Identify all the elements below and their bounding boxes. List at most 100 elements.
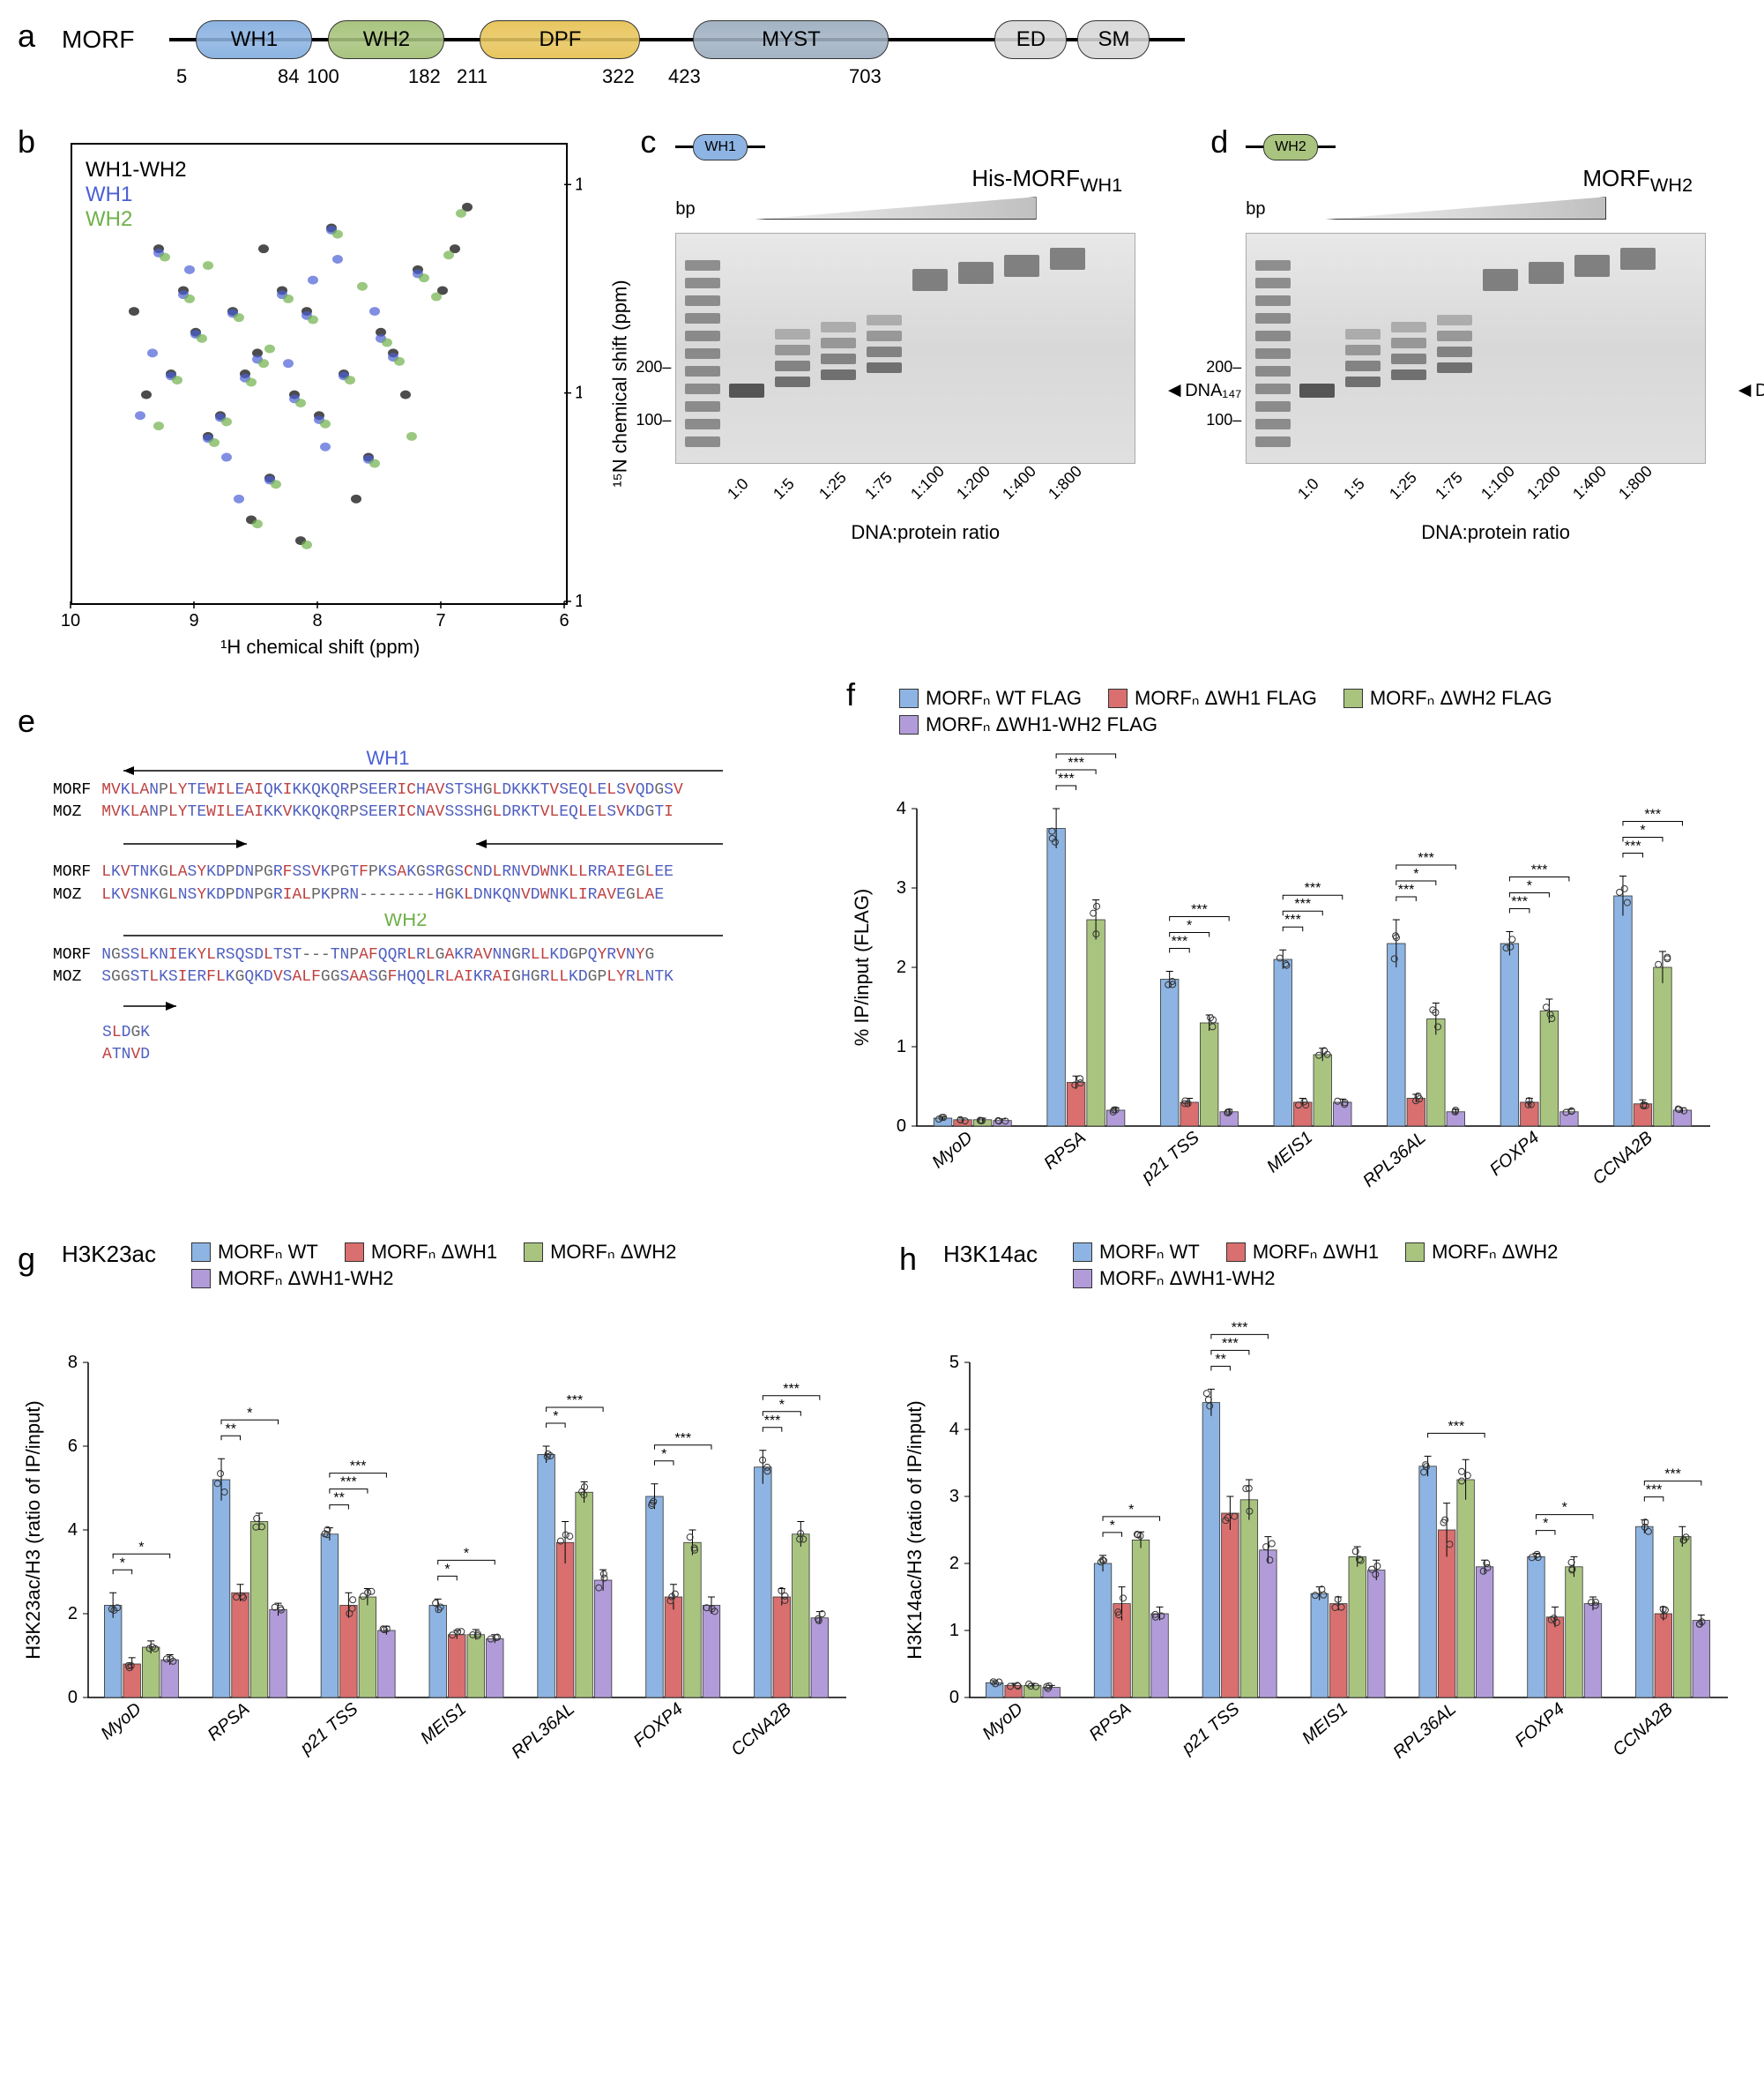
concentration-wedge-icon-d: [1322, 197, 1606, 220]
svg-text:***: ***: [1232, 1320, 1248, 1335]
svg-text:p21 TSS: p21 TSS: [296, 1699, 362, 1759]
svg-text:**: **: [1215, 1352, 1225, 1367]
svg-text:***: ***: [1191, 903, 1208, 918]
svg-text:***: ***: [764, 1414, 781, 1429]
nmr-points-svg: [72, 145, 566, 603]
svg-text:2: 2: [68, 1604, 78, 1623]
svg-text:RPL36AL: RPL36AL: [1359, 1128, 1430, 1191]
svg-text:*: *: [247, 1406, 252, 1421]
panel-g-chart: 02468H3K23ac/H3 (ratio of IP/input)MyoD*…: [18, 1301, 864, 1777]
panel-g-legend: MORFₙ WTMORFₙ ΔWH1MORFₙ ΔWH2MORFₙ ΔWH1-W…: [191, 1241, 738, 1294]
legend-item: MORFₙ WT: [191, 1241, 318, 1264]
panel-row-bcd: b WH1-WH2 WH1 WH2 109876110120130 ¹H che…: [18, 123, 1745, 659]
panel-g-title: H3K23ac: [62, 1241, 156, 1301]
species-moz: MOZ: [53, 802, 91, 824]
svg-text:0: 0: [949, 1688, 959, 1707]
species-moz-2: MOZ: [53, 884, 91, 906]
svg-text:*: *: [1413, 867, 1418, 882]
svg-text:*: *: [1187, 919, 1192, 934]
svg-text:0: 0: [897, 1116, 906, 1136]
svg-text:5: 5: [949, 1353, 959, 1372]
panel-h-label: h: [899, 1241, 917, 1278]
gel-c-ratios: 1:01:51:251:751:1001:2001:4001:800: [724, 464, 1175, 517]
svg-text:9: 9: [189, 611, 198, 630]
panel-f: f MORFₙ WT FLAGMORFₙ ΔWH1 FLAGMORFₙ ΔWH2…: [846, 676, 1745, 1205]
svg-text:110: 110: [575, 175, 582, 194]
legend-item: MORFₙ ΔWH1 FLAG: [1108, 687, 1317, 710]
legend-item: MORFₙ ΔWH1: [345, 1241, 497, 1264]
panel-e: e WH1 MORF MOZ MVKLANPLYTEWILEAIQKIKKQKQ…: [18, 703, 811, 1205]
concentration-wedge-icon: [753, 197, 1037, 220]
svg-text:*: *: [1128, 1503, 1134, 1518]
figure-container: a MORF WH1WH2DPFMYSTEDSM 584100182211322…: [18, 18, 1745, 1777]
svg-text:FOXP4: FOXP4: [630, 1699, 687, 1751]
svg-text:CCNA2B: CCNA2B: [1609, 1699, 1676, 1760]
chart-h-svg: 012345H3K14ac/H3 (ratio of IP/input)MyoD…: [899, 1301, 1745, 1777]
chart-g-svg: 02468H3K23ac/H3 (ratio of IP/input)MyoD*…: [18, 1301, 864, 1777]
svg-text:***: ***: [1625, 839, 1641, 854]
gel-image-c: [675, 233, 1135, 464]
svg-text:***: ***: [1418, 851, 1434, 866]
svg-text:FOXP4: FOXP4: [1486, 1128, 1543, 1180]
svg-text:RPSA: RPSA: [205, 1699, 254, 1745]
domain-myst: MYST: [693, 20, 889, 59]
svg-text:*: *: [1527, 879, 1532, 894]
bp-label-c: bp: [675, 199, 695, 220]
panel-d-label: d: [1210, 123, 1228, 160]
svg-text:2: 2: [949, 1554, 959, 1573]
svg-text:3: 3: [949, 1487, 959, 1506]
svg-text:*: *: [464, 1546, 469, 1561]
nmr-ylabel: ¹⁵N chemical shift (ppm): [609, 280, 632, 487]
svg-text:*: *: [779, 1398, 785, 1413]
dna-arrow-d: ◄DNA₁₄₇: [1734, 378, 1764, 403]
domain-wh1: WH1: [196, 20, 312, 59]
svg-text:***: ***: [1068, 756, 1084, 771]
svg-text:***: ***: [1644, 808, 1661, 823]
svg-text:WH1: WH1: [367, 749, 410, 769]
svg-text:% IP/input (FLAG): % IP/input (FLAG): [851, 889, 873, 1047]
svg-text:2: 2: [897, 958, 906, 977]
wh1-arrow-icon: WH1: [53, 749, 776, 775]
svg-text:***: ***: [1172, 935, 1188, 950]
legend-item: MORFₙ ΔWH2: [524, 1241, 676, 1264]
species-morf: MORF: [53, 780, 91, 802]
svg-text:*: *: [1543, 1517, 1548, 1532]
svg-text:3: 3: [897, 878, 906, 898]
domain-ed: ED: [994, 20, 1067, 59]
svg-text:0: 0: [68, 1688, 78, 1707]
panel-h-legend: MORFₙ WTMORFₙ ΔWH1MORFₙ ΔWH2MORFₙ ΔWH1-W…: [1073, 1241, 1619, 1294]
svg-text:H3K14ac/H3 (ratio of IP/input): H3K14ac/H3 (ratio of IP/input): [904, 1400, 926, 1659]
svg-text:MyoD: MyoD: [979, 1699, 1026, 1743]
wh2-arrow-icon: WH2: [53, 914, 776, 940]
svg-text:*: *: [120, 1556, 125, 1570]
svg-text:6: 6: [559, 611, 569, 630]
panel-h: h H3K14ac MORFₙ WTMORFₙ ΔWH1MORFₙ ΔWH2MO…: [899, 1241, 1745, 1777]
mid-arrow-icon: [53, 831, 776, 857]
svg-text:*: *: [138, 1540, 144, 1555]
domain-diagram: WH1WH2DPFMYSTEDSM: [169, 18, 1185, 62]
panel-b: b WH1-WH2 WH1 WH2 109876110120130 ¹H che…: [18, 123, 569, 659]
svg-text:4: 4: [949, 1420, 959, 1439]
svg-text:MyoD: MyoD: [928, 1128, 976, 1172]
domain-dpf: DPF: [480, 20, 640, 59]
panel-h-chart: 012345H3K14ac/H3 (ratio of IP/input)MyoD…: [899, 1301, 1745, 1777]
panel-g: g H3K23ac MORFₙ WTMORFₙ ΔWH1MORFₙ ΔWH2MO…: [18, 1241, 864, 1777]
svg-text:***: ***: [1284, 913, 1301, 928]
protein-name: MORF: [62, 26, 134, 54]
svg-text:*: *: [553, 1409, 558, 1424]
svg-text:10: 10: [61, 611, 80, 630]
svg-text:1: 1: [897, 1037, 906, 1056]
svg-text:MEIS1: MEIS1: [1299, 1699, 1351, 1748]
gel-c-xlabel: DNA:protein ratio: [675, 521, 1175, 544]
svg-text:**: **: [333, 1491, 344, 1506]
gel-d-ratios: 1:01:51:251:751:1001:2001:4001:800: [1294, 464, 1745, 517]
panel-g-label: g: [18, 1241, 35, 1278]
nmr-xlabel: ¹H chemical shift (ppm): [71, 636, 569, 659]
svg-text:130: 130: [575, 592, 582, 611]
panel-a: a MORF WH1WH2DPFMYSTEDSM 584100182211322…: [18, 18, 1745, 88]
svg-text:***: ***: [567, 1393, 584, 1408]
panel-h-title: H3K14ac: [943, 1241, 1038, 1301]
panel-a-content: MORF WH1WH2DPFMYSTEDSM 58410018221132242…: [62, 18, 1185, 88]
gel-d-xlabel: DNA:protein ratio: [1246, 521, 1745, 544]
domain-coordinates: 584100182211322423703: [159, 65, 1185, 88]
